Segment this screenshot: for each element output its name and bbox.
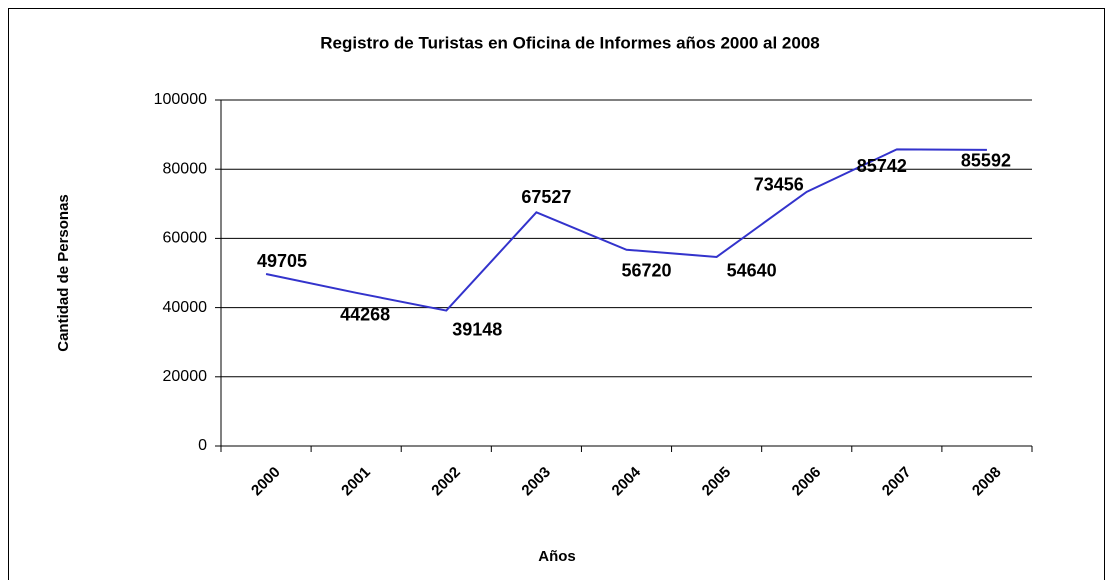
y-tick-label: 0 — [198, 437, 207, 454]
data-label: 54640 — [727, 261, 777, 281]
data-label: 85592 — [961, 151, 1011, 171]
data-label: 39148 — [452, 319, 502, 339]
data-label: 73456 — [754, 175, 804, 195]
x-axis-title: Años — [538, 548, 576, 565]
y-tick-label: 100000 — [154, 91, 207, 108]
y-tick-label: 80000 — [163, 160, 208, 177]
y-tick-label: 20000 — [163, 368, 208, 385]
chart-title: Registro de Turistas en Oficina de Infor… — [320, 33, 819, 52]
y-tick-label: 60000 — [163, 230, 208, 247]
data-label: 85742 — [857, 156, 907, 176]
line — [265, 148, 987, 312]
y-axis-title: Cantidad de Personas — [55, 194, 72, 352]
data-label: 49705 — [257, 251, 307, 271]
data-label: 56720 — [621, 260, 671, 280]
data-label: 44268 — [340, 305, 390, 325]
data-label: 67527 — [521, 187, 571, 207]
y-tick-label: 40000 — [163, 299, 208, 316]
chart-border — [8, 8, 1105, 580]
